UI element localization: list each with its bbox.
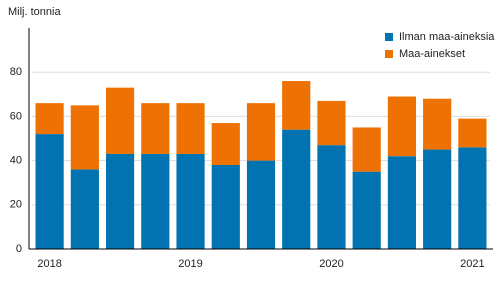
bar-segment: [458, 147, 487, 249]
bar-segment: [423, 149, 452, 249]
bar-segment: [105, 87, 135, 154]
bar-segment: [141, 103, 170, 154]
bar-segment: [35, 134, 64, 249]
bar-segment: [105, 153, 135, 249]
bar-segment: [282, 81, 311, 130]
legend-swatch: [385, 50, 393, 58]
bar-segment: [176, 103, 205, 154]
bar-segment: [317, 100, 346, 146]
y-axis-label: Milj. tonnia: [8, 6, 61, 18]
y-tick-label: 40: [10, 155, 22, 167]
bar-segment: [70, 169, 99, 249]
x-tick-label: 2020: [319, 258, 343, 270]
bar-segment: [352, 127, 381, 172]
legend-label: Ilman maa-aineksia: [399, 31, 495, 43]
x-tick-label: 2021: [460, 258, 484, 270]
y-tick-label: 0: [16, 243, 22, 255]
bar-segment: [387, 156, 417, 249]
bar-segment: [176, 153, 205, 249]
x-tick-label: 2018: [37, 258, 61, 270]
bar-segment: [423, 98, 452, 150]
bar-segment: [35, 103, 64, 135]
bar-segment: [246, 160, 276, 249]
bar-segment: [141, 153, 170, 249]
bar-segment: [458, 118, 487, 148]
legend-swatch: [385, 33, 393, 41]
bar-segment: [211, 123, 240, 166]
y-tick-label: 60: [10, 110, 22, 122]
bar-segment: [246, 103, 276, 161]
bar-segment: [211, 165, 240, 249]
bar-segment: [282, 129, 311, 249]
x-tick-label: 2019: [178, 258, 202, 270]
y-tick-label: 80: [10, 66, 22, 78]
bar-segment: [352, 171, 381, 249]
bar-segment: [387, 96, 417, 157]
bar-segment: [317, 145, 346, 249]
legend-label: Maa-ainekset: [399, 48, 465, 60]
bar-segment: [70, 105, 99, 170]
y-tick-label: 20: [10, 199, 22, 211]
